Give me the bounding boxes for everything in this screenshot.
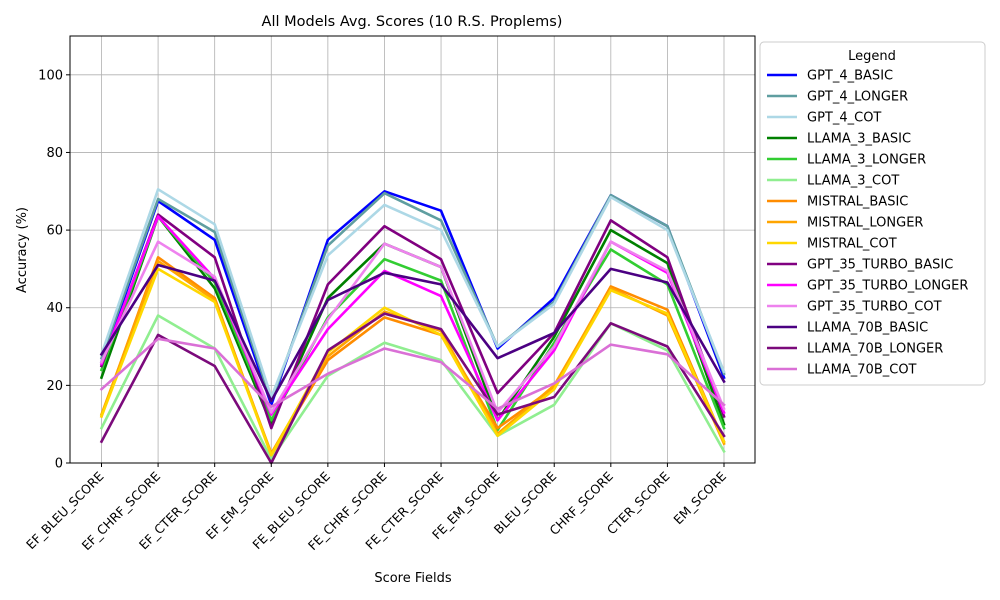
y-tick-label: 80	[46, 146, 63, 161]
legend-label: LLAMA_3_LONGER	[807, 153, 926, 168]
grid-lines	[70, 36, 755, 464]
legend-label: GPT_35_TURBO_LONGER	[807, 279, 968, 294]
legend-label: GPT_4_BASIC	[807, 69, 893, 84]
series-line-gpt-4-cot	[99, 188, 726, 399]
legend-label: LLAMA_3_BASIC	[807, 132, 911, 147]
y-axis-label: Accuracy (%)	[15, 207, 30, 293]
legend-label: GPT_4_LONGER	[807, 90, 908, 105]
legend-label: GPT_35_TURBO_BASIC	[807, 258, 953, 273]
legend-label: LLAMA_3_COT	[807, 174, 899, 189]
series-lines	[99, 188, 726, 465]
series-line-gpt-4-longer	[99, 191, 726, 403]
legend-label: MISTRAL_COT	[807, 237, 897, 252]
y-tick-label: 60	[46, 224, 63, 239]
y-tick-label: 40	[46, 301, 63, 316]
series-line-llama-70b-cot	[99, 337, 726, 411]
legend-label: MISTRAL_LONGER	[807, 216, 923, 231]
y-tick-label: 100	[38, 68, 63, 83]
legend-label: GPT_35_TURBO_COT	[807, 300, 942, 315]
series-line-mistral-basic	[99, 255, 726, 457]
y-axis: 0 20 40 60 80 100	[38, 68, 70, 472]
legend-label: LLAMA_70B_LONGER	[807, 342, 943, 357]
legend-label: MISTRAL_BASIC	[807, 195, 908, 210]
series-line-gpt-35-turbo-cot	[99, 240, 726, 414]
x-axis-label: Score Fields	[374, 571, 452, 586]
series-line-llama-70b-longer	[99, 312, 726, 465]
legend-title: Legend	[848, 49, 896, 64]
y-tick-label: 20	[46, 379, 63, 394]
legend-label: LLAMA_70B_COT	[807, 363, 917, 378]
chart-title: All Models Avg. Scores (10 R.S. Proplems…	[262, 14, 563, 30]
legend-box	[759, 41, 986, 386]
legend: Legend GPT_4_BASIC GPT_4_LONGER GPT_4_COT L…	[759, 41, 986, 386]
series-line-gpt-35-turbo-basic	[99, 213, 726, 430]
legend-label: GPT_4_COT	[807, 111, 881, 126]
plot-area-frame	[69, 35, 756, 464]
series-line-llama-70b-basic	[99, 263, 726, 403]
y-tick-label: 0	[55, 457, 63, 472]
legend-label: LLAMA_70B_BASIC	[807, 321, 928, 336]
